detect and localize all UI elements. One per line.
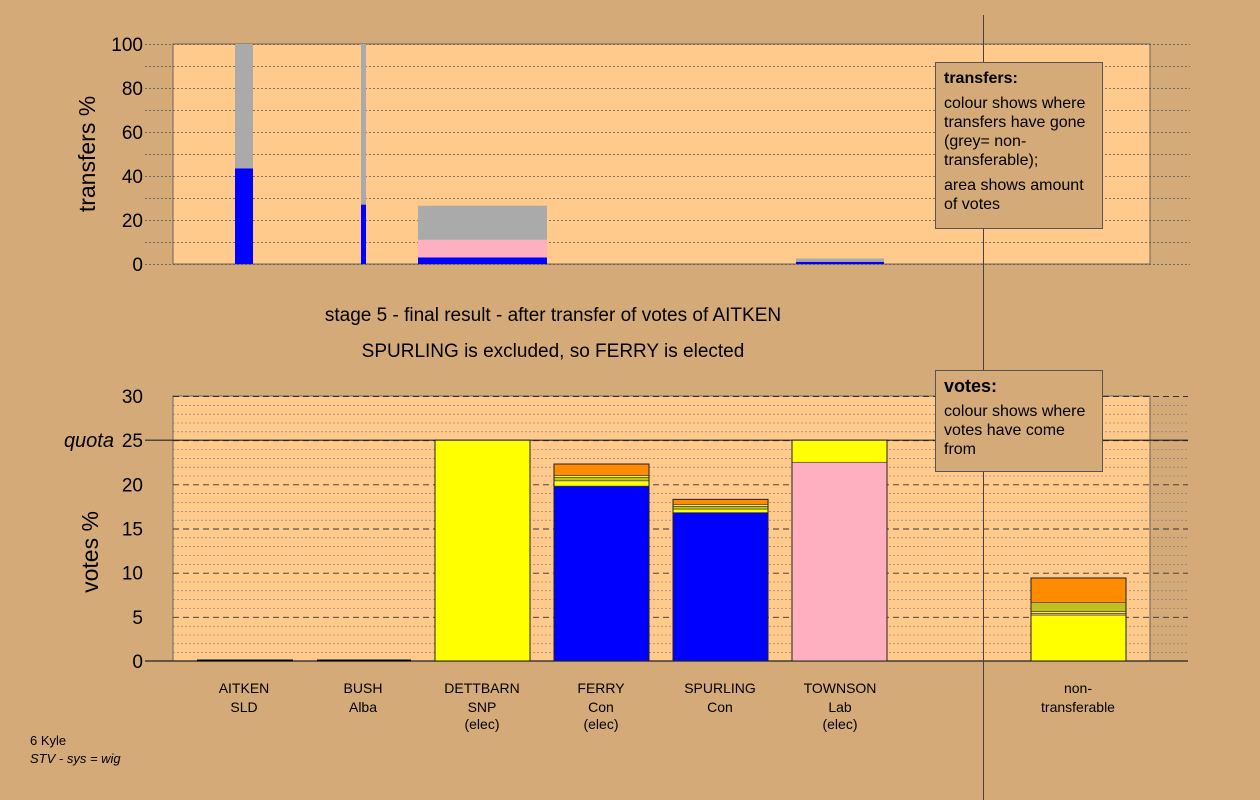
category-party-label: Lab — [828, 699, 852, 715]
category-status-label: (elec) — [464, 716, 499, 732]
vote-bar-segment-4 — [672, 508, 769, 513]
vote-bar-segment-6 — [1030, 577, 1127, 604]
category-name-label: BUSH — [344, 680, 383, 696]
vote-bar-outline-6 — [1030, 577, 1127, 662]
category-party-label: Con — [707, 699, 733, 715]
vote-bar-segment-4 — [672, 506, 769, 510]
category-name-label: TOWNSON — [804, 680, 877, 696]
transfers-tick-label: 40 — [122, 167, 143, 188]
vote-bar-segment-2 — [434, 439, 531, 662]
votes-tick-label: 15 — [122, 520, 143, 541]
category-party-label: transferable — [1041, 699, 1115, 715]
transfers-tick-label: 0 — [132, 255, 143, 276]
vote-bar-segment-4 — [672, 499, 769, 505]
vote-bar-segment-3 — [553, 480, 650, 487]
transfer-bar-dettbarn — [418, 239, 547, 258]
constituency-label: 6 Kyle — [30, 733, 67, 748]
votes-tick-label: 10 — [122, 564, 143, 585]
transfers-legend-title: transfers: — [944, 70, 1018, 87]
votes-legend: votes: colour shows where votes have com… — [935, 370, 1103, 472]
transfers-axis-label: transfers % — [74, 96, 100, 212]
votes-legend-title: votes: — [944, 376, 998, 396]
votes-legend-colour-note: colour shows where votes have come from — [944, 403, 1086, 458]
vote-bar-segment-5 — [791, 439, 888, 463]
votes-tick-label: 30 — [122, 387, 143, 408]
vote-bar-segment-4 — [672, 512, 769, 662]
category-name-label: FERRY — [577, 680, 625, 696]
vote-bar-outline-4 — [672, 498, 769, 662]
vote-bar-outline-2 — [434, 439, 531, 662]
votes-tick-label: 20 — [122, 475, 143, 496]
votes-axis-label: votes % — [77, 511, 103, 593]
category-party-label: Con — [588, 699, 614, 715]
category-status-label: (elec) — [583, 716, 618, 732]
category-party-label: Alba — [349, 699, 377, 715]
votes-tick-label: 25 — [122, 431, 143, 452]
category-name-label: AITKEN — [219, 680, 270, 696]
result-caption: SPURLING is excluded, so FERRY is electe… — [361, 341, 745, 362]
transfer-bar-dettbarn — [418, 205, 547, 240]
vote-bar-segment-6 — [1030, 614, 1127, 662]
vote-bar-segment-5 — [791, 461, 888, 662]
votes-tick-label: 0 — [132, 652, 143, 673]
transfer-bar-aitken — [235, 168, 253, 264]
transfers-tick-label: 100 — [111, 35, 143, 56]
transfers-legend-colour-note: colour shows where transfers have gone (… — [944, 95, 1086, 169]
system-label: STV - sys = wig — [30, 751, 121, 766]
vote-bar-segment-6 — [1030, 602, 1127, 612]
transfers-tick-label: 60 — [122, 123, 143, 144]
category-party-label: SNP — [468, 699, 497, 715]
vote-bar-segment-3 — [553, 476, 650, 482]
transfer-bar-townson — [796, 258, 884, 262]
transfers-tick-label: 20 — [122, 211, 143, 232]
vote-bar-outline-5 — [791, 439, 888, 662]
vote-bar-segment-3 — [553, 463, 650, 476]
transfers-legend: transfers: colour shows where transfers … — [935, 62, 1103, 229]
vote-bar-segment-3 — [553, 485, 650, 662]
votes-tick-label: 5 — [132, 608, 143, 629]
vote-bar-outline-3 — [553, 463, 650, 662]
quota-label: quota — [64, 430, 114, 452]
transfers-tick-label: 80 — [122, 79, 143, 100]
transfer-bar-dettbarn — [418, 257, 547, 264]
category-party-label: SLD — [230, 699, 257, 715]
transfer-bar-bush — [361, 204, 366, 264]
category-name-label: DETTBARN — [444, 680, 519, 696]
category-status-label: (elec) — [822, 716, 857, 732]
stage-caption: stage 5 - final result - after transfer … — [324, 305, 782, 326]
transfers-legend-area-note: area shows amount of votes — [944, 177, 1084, 213]
category-name-label: non- — [1064, 680, 1092, 696]
transfer-bar-townson — [796, 261, 884, 264]
transfer-bar-bush — [361, 44, 366, 205]
category-name-label: SPURLING — [684, 680, 756, 696]
transfer-bar-aitken — [235, 44, 253, 169]
